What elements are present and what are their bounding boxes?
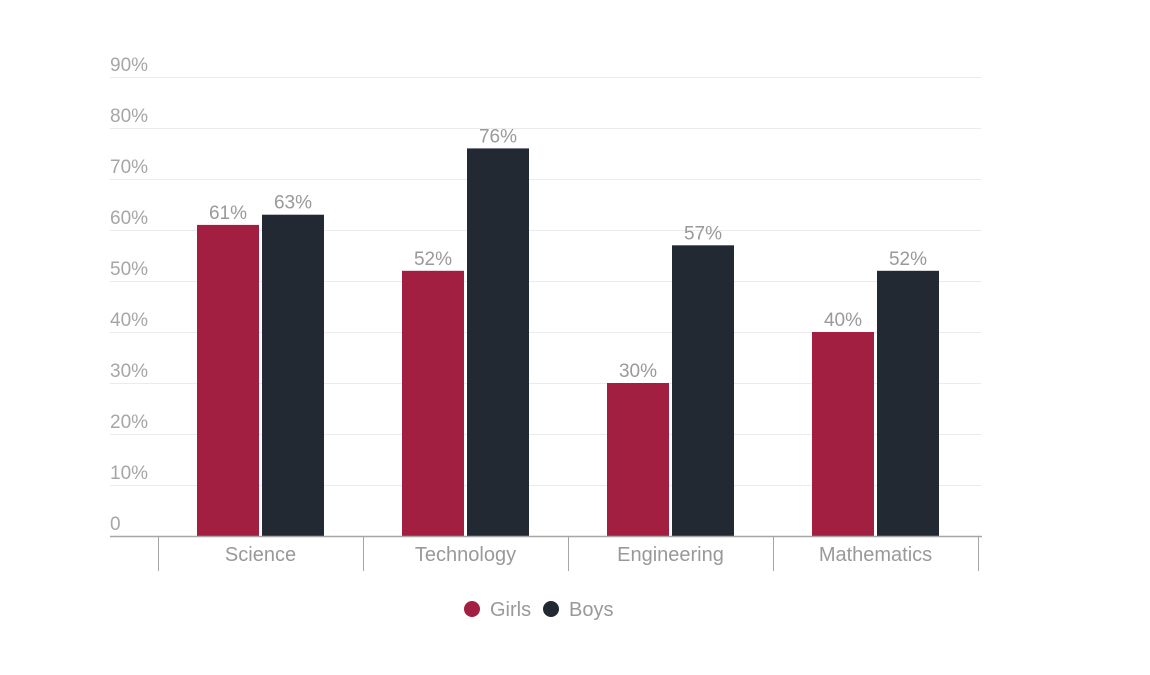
x-tick-label: Mathematics xyxy=(819,544,932,566)
data-labels: 61% 63% 52% 76% 30% 57% 40% 52% xyxy=(209,126,927,382)
legend-item-girls[interactable]: Girls xyxy=(464,599,531,621)
data-label: 40% xyxy=(824,310,862,331)
bar-girls-technology xyxy=(402,270,464,536)
bar-boys-mathematics xyxy=(877,270,939,536)
category-dividers xyxy=(158,537,979,571)
bar-girls-mathematics xyxy=(812,332,874,536)
x-tick-label: Technology xyxy=(415,544,516,566)
data-label: 63% xyxy=(274,193,312,214)
data-label: 57% xyxy=(684,223,722,244)
bar-girls-engineering xyxy=(607,383,669,536)
legend-label: Girls xyxy=(490,599,531,621)
legend-label: Boys xyxy=(569,599,613,621)
x-axis-labels: Science Technology Engineering Mathematics xyxy=(225,544,932,566)
legend-swatch xyxy=(464,601,480,617)
y-tick-label: 70% xyxy=(110,157,148,178)
y-tick-label: 40% xyxy=(110,310,148,331)
y-tick-label: 60% xyxy=(110,208,148,229)
y-tick-label: 30% xyxy=(110,361,148,382)
data-label: 52% xyxy=(889,249,927,270)
bar-girls-science xyxy=(197,224,259,536)
y-tick-label: 10% xyxy=(110,463,148,484)
bar-boys-technology xyxy=(467,148,529,536)
legend-item-boys[interactable]: Boys xyxy=(543,599,613,621)
bar-boys-engineering xyxy=(672,245,734,537)
y-tick-label: 50% xyxy=(110,259,148,280)
data-label: 61% xyxy=(209,203,247,224)
y-tick-label: 20% xyxy=(110,412,148,433)
y-axis-ticks: 0 10% 20% 30% 40% 50% 60% 70% 80% 90% xyxy=(110,55,148,535)
x-tick-label: Engineering xyxy=(617,544,724,566)
data-label: 30% xyxy=(619,361,657,382)
y-tick-label: 90% xyxy=(110,55,148,76)
y-tick-label: 0 xyxy=(110,514,121,535)
data-label: 76% xyxy=(479,126,517,147)
legend: Girls Boys xyxy=(464,599,613,621)
legend-swatch xyxy=(543,601,559,617)
bar-boys-science xyxy=(262,214,324,536)
bars xyxy=(197,148,939,537)
data-label: 52% xyxy=(414,249,452,270)
y-tick-label: 80% xyxy=(110,106,148,127)
x-tick-label: Science xyxy=(225,544,296,566)
